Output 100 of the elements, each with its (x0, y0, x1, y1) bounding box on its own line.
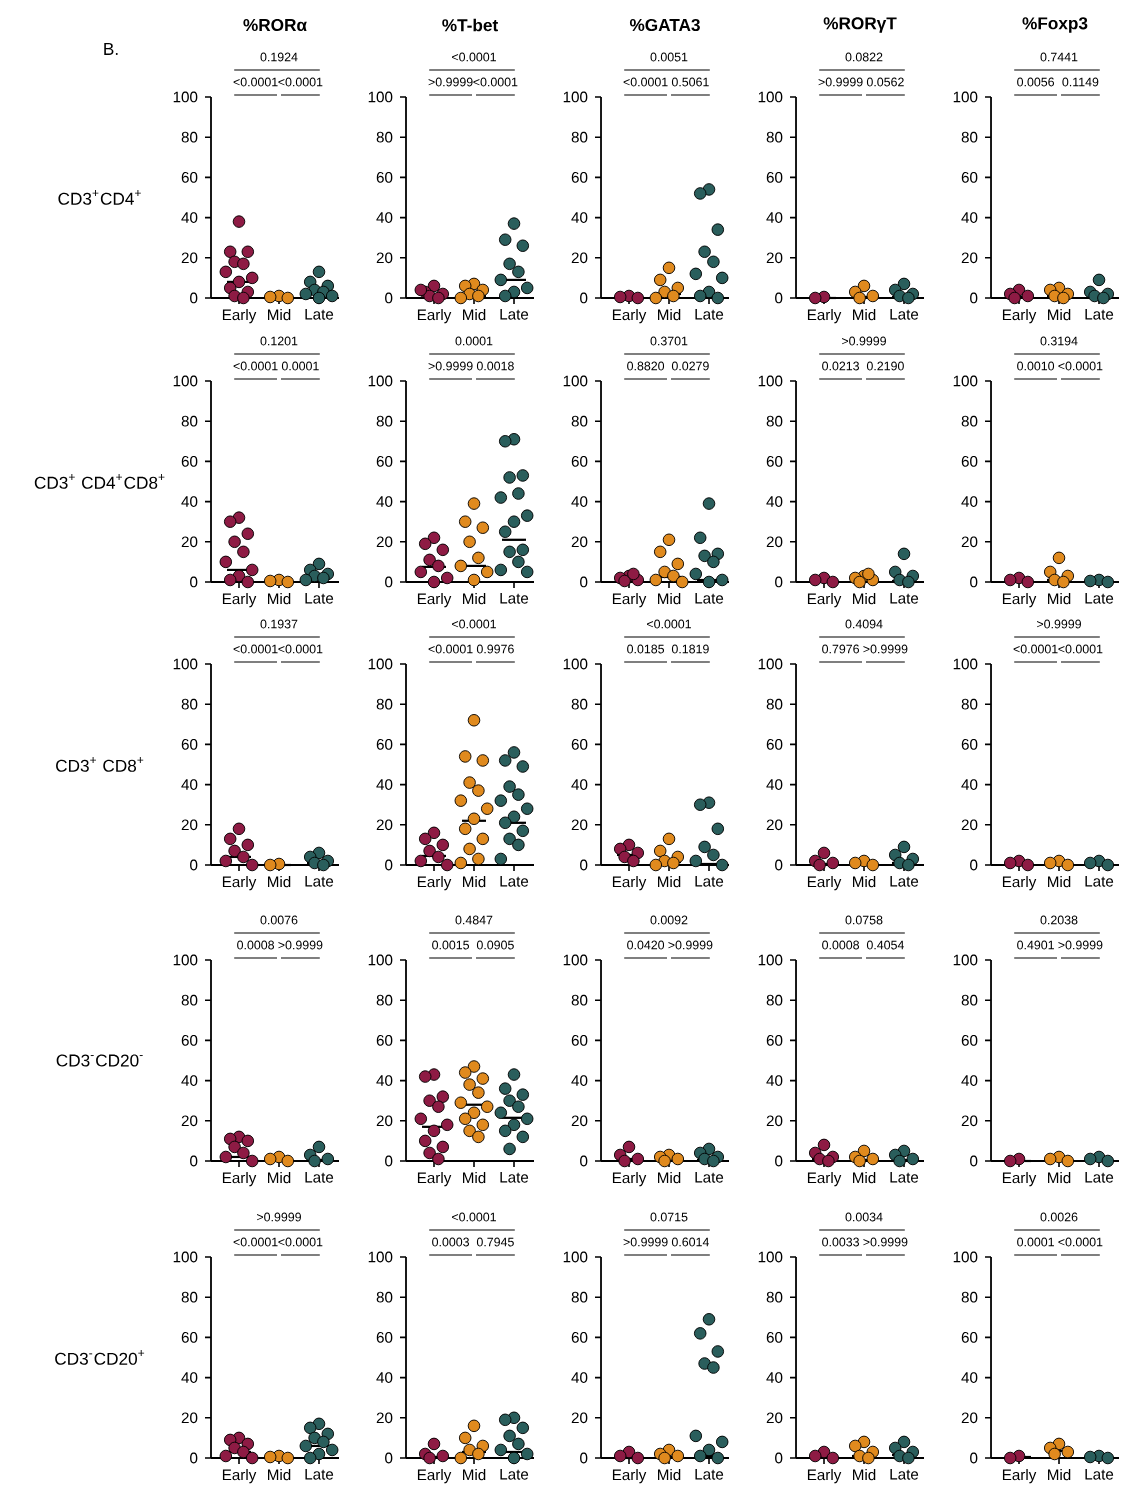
text: <0.0001 (1058, 644, 1103, 654)
y-axis-title: CD3$^{+}$CD4$^{+}$ (58, 190, 141, 205)
y-tick-label: 40 (376, 212, 393, 223)
y-tick-label: 80 (571, 131, 588, 143)
y-tick-label: 60 (181, 455, 198, 467)
y-tick-label: 100 (953, 658, 978, 670)
y-tick-label: 100 (173, 658, 198, 670)
y-tick-label: 20 (961, 1115, 978, 1127)
y-tick-label: 100 (563, 91, 588, 103)
text: 0.4094 (845, 619, 883, 629)
y-tick-label: 0 (970, 292, 978, 304)
y-tick-label: 40 (961, 1075, 978, 1086)
y-tick-label: 20 (181, 536, 198, 548)
y-tick-label: 100 (368, 91, 393, 103)
text: 0.0092 (650, 915, 688, 925)
y-tick-label: 0 (775, 859, 783, 871)
x-tick-label: Early (807, 593, 842, 608)
y-tick-label: 0 (580, 859, 588, 871)
y-tick-label: 40 (571, 1372, 588, 1383)
text: <0.0001 (647, 619, 691, 629)
x-tick-label: Mid (1048, 1469, 1071, 1481)
y-tick-label: 40 (766, 779, 783, 790)
y-tick-label: 20 (376, 1412, 393, 1424)
y-tick-label: 0 (385, 1155, 393, 1167)
y-tick-label: 100 (953, 375, 978, 387)
y-tick-label: 0 (385, 1452, 393, 1464)
y-tick-label: 60 (766, 1034, 783, 1046)
y-tick-label: 100 (563, 375, 588, 387)
text: 0.4054 (866, 940, 904, 950)
y-tick-label: 0 (190, 1452, 198, 1464)
y-tick-label: 40 (181, 496, 198, 507)
text: 0.1149 (1062, 77, 1099, 87)
y-tick-label: 80 (376, 415, 393, 427)
y-tick-label: 40 (571, 212, 588, 223)
y-tick-label: 0 (775, 292, 783, 304)
text: 0.0562 (866, 77, 904, 87)
y-tick-label: 80 (181, 698, 198, 710)
y-tick-label: 100 (758, 1251, 783, 1263)
y-tick-label: 80 (181, 131, 198, 143)
x-tick-label: Late (1085, 1172, 1114, 1183)
y-tick-label: 0 (580, 576, 588, 588)
text: <0.0001 (452, 52, 496, 62)
y-tick-label: 80 (766, 698, 783, 710)
x-tick-label: Mid (658, 876, 681, 888)
y-tick-label: 20 (961, 819, 978, 831)
x-tick-label: Late (500, 309, 529, 320)
x-tick-label: Early (222, 1469, 257, 1484)
x-tick-label: Mid (463, 1172, 486, 1184)
text: 0.0822 (845, 52, 883, 62)
x-tick-label: Late (305, 1469, 334, 1480)
x-tick-label: Early (807, 1172, 842, 1187)
y-tick-label: 0 (385, 292, 393, 304)
text: <0.0001 (473, 77, 518, 87)
y-tick-label: 20 (181, 252, 198, 264)
y-tick-label: 60 (571, 1034, 588, 1046)
y-tick-label: 60 (961, 1034, 978, 1046)
text: <0.0001 (233, 644, 278, 654)
y-tick-label: 40 (961, 779, 978, 790)
x-tick-label: Early (417, 876, 452, 891)
y-tick-label: 60 (961, 1332, 978, 1343)
x-tick-label: Late (695, 1172, 724, 1183)
x-tick-label: Mid (853, 1469, 876, 1481)
y-tick-label: 60 (571, 171, 588, 183)
text: <0.0001 (452, 619, 496, 629)
y-tick-label: 80 (766, 1291, 783, 1303)
y-tick-label: 60 (766, 738, 783, 750)
text: 0.0026 (1040, 1212, 1078, 1222)
y-axis-title: CD3$^{+}$ CD8$^{+}$ (56, 757, 144, 772)
x-tick-label: Early (1002, 876, 1037, 891)
y-tick-label: 0 (190, 1155, 198, 1167)
y-tick-label: 80 (181, 994, 198, 1006)
y-tick-label: 60 (961, 171, 978, 183)
text: 0.2038 (1040, 915, 1078, 925)
y-tick-label: 80 (376, 994, 393, 1006)
x-tick-label: Late (500, 876, 529, 887)
y-tick-label: 80 (181, 415, 198, 427)
x-tick-label: Late (1085, 876, 1114, 887)
y-tick-label: 100 (758, 658, 783, 670)
y-tick-label: 60 (376, 171, 393, 183)
x-tick-label: Mid (1048, 309, 1071, 321)
text: <0.0001 (428, 644, 473, 654)
y-tick-label: 100 (173, 1251, 198, 1263)
y-tick-label: 80 (961, 1291, 978, 1303)
y-tick-label: 60 (181, 1034, 198, 1046)
text: 0.0056 (1017, 77, 1055, 87)
y-tick-label: 20 (571, 819, 588, 831)
y-tick-label: 0 (190, 576, 198, 588)
text: >0.9999 (842, 336, 886, 346)
x-tick-label: Late (890, 1469, 919, 1480)
x-tick-label: Late (890, 1172, 919, 1183)
x-tick-label: Early (222, 593, 257, 608)
text: 0.2190 (866, 361, 904, 371)
y-tick-label: 20 (766, 819, 783, 831)
text: >0.9999 (668, 940, 713, 950)
y-tick-label: 100 (953, 954, 978, 966)
x-tick-label: Early (807, 1469, 842, 1484)
x-tick-label: Mid (658, 593, 681, 605)
chart-title: %GATA3 (629, 18, 700, 32)
x-tick-label: Late (890, 876, 919, 887)
text: 0.0185 (627, 644, 665, 654)
